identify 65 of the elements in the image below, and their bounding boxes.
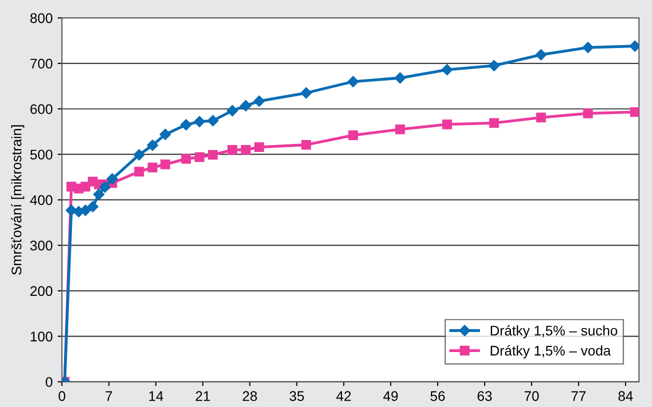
point [99, 181, 110, 193]
point [146, 140, 158, 151]
x-tick-label: 42 [336, 391, 351, 401]
point [133, 149, 145, 160]
point [106, 173, 118, 185]
x-tick-label: 28 [242, 391, 257, 401]
y-tick-label: 400 [30, 195, 52, 206]
point [226, 105, 238, 116]
point [536, 112, 546, 122]
x-tick-label: 14 [149, 391, 164, 401]
y-tick-label: 700 [30, 58, 52, 69]
point [228, 144, 238, 155]
point [80, 182, 90, 192]
x-tick-label: 56 [430, 391, 445, 401]
point [87, 201, 98, 212]
point [535, 49, 547, 60]
point [160, 160, 170, 170]
y-tick-label: 300 [30, 240, 52, 250]
point [207, 115, 219, 126]
x-tick-label: 7 [106, 391, 112, 401]
point [300, 87, 312, 99]
point [208, 150, 218, 160]
point [80, 204, 92, 216]
point [254, 142, 264, 152]
point [630, 107, 639, 117]
point [194, 116, 206, 128]
point [442, 119, 452, 130]
point [301, 140, 312, 150]
x-tick-label: 77 [572, 391, 586, 401]
x-tick-label: 84 [618, 391, 633, 401]
y-tick-label: 800 [30, 13, 52, 24]
point [441, 64, 453, 76]
point [489, 118, 499, 128]
point [134, 166, 144, 176]
y-tick-label: 100 [30, 332, 52, 342]
point [394, 72, 406, 84]
point [180, 119, 192, 130]
x-tick-label: 49 [383, 391, 398, 401]
point [160, 128, 171, 140]
x-tick-label: 35 [290, 391, 304, 401]
point [240, 100, 252, 112]
x-tick-label: 0 [58, 391, 66, 401]
point [254, 96, 265, 107]
point [93, 188, 104, 200]
legend-label: Drátky 1,5% – sucho [490, 325, 618, 338]
x-tick-label: 21 [196, 391, 210, 401]
point [583, 108, 593, 118]
point [348, 130, 358, 140]
point [240, 144, 251, 155]
point [582, 42, 594, 54]
point [181, 154, 191, 164]
y-tick-label: 600 [30, 104, 52, 114]
point [194, 152, 204, 162]
point [395, 124, 405, 134]
legend-label: Drátky 1,5% – voda [490, 345, 611, 358]
y-tick-label: 200 [30, 286, 52, 296]
x-tick-label: 70 [524, 391, 539, 401]
point [348, 76, 359, 88]
y-tick-label: 500 [30, 150, 52, 160]
point [629, 40, 639, 52]
point [488, 60, 500, 72]
y-axis-title: Smršťování [mikrostrain] [11, 125, 24, 275]
point [148, 162, 158, 172]
x-tick-label: 63 [478, 391, 492, 401]
y-tick-label: 0 [46, 377, 52, 387]
